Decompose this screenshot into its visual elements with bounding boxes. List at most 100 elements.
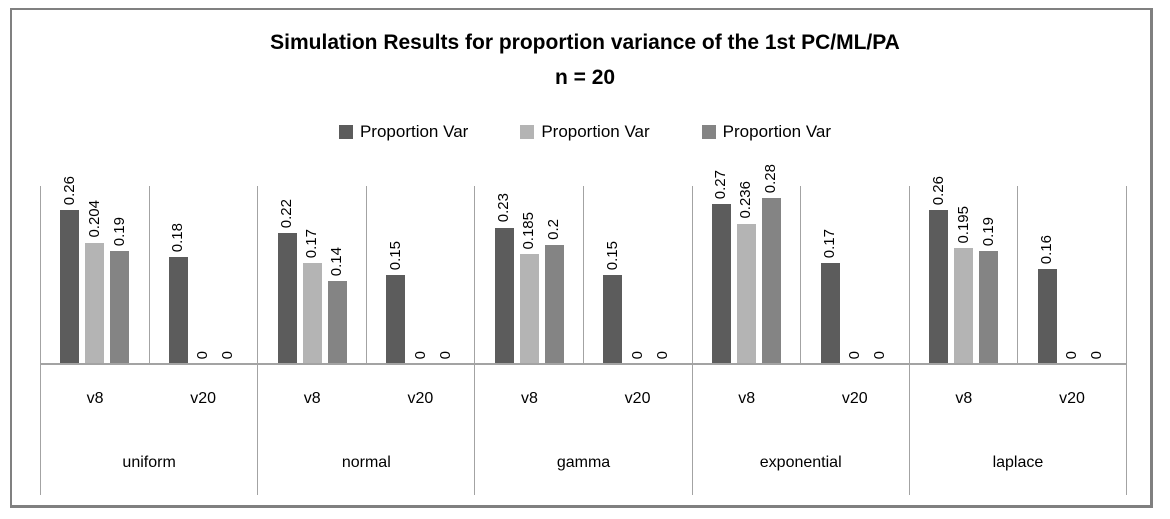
group-label: uniform — [122, 453, 176, 471]
value-label: 0.27 — [712, 169, 730, 199]
legend-label: Proportion Var — [359, 122, 469, 141]
bar-slot: 0.18 — [168, 186, 188, 364]
value-label: 0 — [194, 350, 212, 359]
bar-slot: 0.195 — [954, 186, 974, 364]
value-label: 0 — [1088, 350, 1106, 359]
bar-slot: 0.236 — [736, 181, 756, 364]
bar-slot: 0.17 — [820, 186, 840, 364]
bar — [761, 197, 781, 364]
bar — [302, 263, 322, 364]
subgroup-label: v8 — [303, 390, 321, 407]
value-label: 0.17 — [821, 228, 839, 259]
value-label: 0 — [628, 350, 646, 359]
subgroup-label-row: v8 v20 — [693, 364, 909, 434]
value-label: 0.18 — [169, 223, 187, 253]
legend-item-series2: Proportion Var — [520, 122, 650, 142]
value-label: 0 — [1063, 350, 1081, 359]
bar-slot: 0.185 — [519, 186, 539, 364]
legend-swatch-icon — [520, 125, 535, 139]
category-cell-normal-v8: 0.22 0.17 0.14 — [258, 186, 367, 364]
subgroup-label: v20 — [190, 390, 217, 407]
subgroup-label: v8 — [86, 390, 104, 407]
value-label: 0 — [411, 350, 429, 359]
bar — [168, 257, 188, 364]
plot-area: 0.26 0.204 0.19 0.18 0 0 v8 v20 uniform 0.22 0.17 0… — [40, 164, 1127, 495]
bar — [544, 245, 564, 364]
category-cell-laplace-v20: 0.16 0 0 — [1018, 186, 1126, 364]
bar-slot: 0.26 — [60, 176, 80, 364]
bar-slot: 0.22 — [277, 186, 297, 364]
subgroup-label: v20 — [624, 390, 651, 407]
bars-row: 0.23 0.185 0.2 0.15 0 0 — [475, 186, 691, 364]
subgroup-label: v20 — [407, 390, 434, 407]
legend-swatch-icon — [701, 125, 716, 139]
bar-slot: 0.15 — [603, 186, 623, 364]
category-cell-normal-v20: 0.15 0 0 — [367, 186, 475, 364]
bar-slot: 0 — [411, 186, 430, 364]
chart-title: Simulation Results for proportion varian… — [270, 31, 900, 54]
bar — [979, 251, 999, 364]
bar-slot: 0.27 — [711, 170, 731, 364]
bar-slot: 0.28 — [761, 164, 781, 364]
value-label: 0.22 — [278, 199, 296, 229]
bar-slot: 0 — [1088, 186, 1107, 364]
bar — [1037, 269, 1057, 364]
group-label: normal — [341, 453, 391, 471]
value-label: 0 — [871, 350, 889, 359]
category-cell-uniform-v8: 0.26 0.204 0.19 — [41, 176, 150, 364]
group-uniform: 0.26 0.204 0.19 0.18 0 0 v8 v20 uniform — [41, 176, 259, 495]
legend-item-series1: Proportion Var — [338, 122, 469, 142]
bar-slot: 0.204 — [85, 186, 105, 364]
subgroup-label-row: v8 v20 — [910, 364, 1126, 434]
group-normal: 0.22 0.17 0.14 0.15 0 0 v8 v20 normal — [258, 186, 476, 495]
group-label: exponential — [759, 453, 842, 471]
subgroup-label-row: v8 v20 — [258, 364, 474, 434]
subgroup-label-row: v8 v20 — [475, 364, 691, 434]
category-cell-gamma-v20: 0.15 0 0 — [584, 186, 692, 364]
bars-row: 0.26 0.195 0.19 0.16 0 0 — [910, 176, 1126, 364]
value-label: 0.19 — [979, 217, 997, 247]
subgroup-label: v8 — [521, 390, 538, 407]
value-label: 0.23 — [495, 193, 513, 223]
category-cell-gamma-v8: 0.23 0.185 0.2 — [475, 186, 585, 364]
bar — [603, 275, 623, 364]
bar-slot: 0 — [194, 186, 213, 364]
subgroup-label: v20 — [1059, 390, 1085, 407]
bar-slot: 0.17 — [302, 186, 322, 364]
value-label: 0.28 — [762, 163, 780, 193]
value-label: 0.185 — [520, 211, 538, 250]
bar-slot: 0.14 — [327, 186, 347, 364]
bar — [494, 227, 514, 364]
bar-slot: 0.2 — [544, 186, 564, 364]
value-label: 0.26 — [60, 175, 78, 205]
bar — [85, 242, 105, 364]
value-label: 0.204 — [85, 200, 103, 238]
bar-slot: 0.19 — [110, 186, 130, 364]
bars-row: 0.26 0.204 0.19 0.18 0 0 — [41, 176, 257, 364]
category-cell-exponential-v20: 0.17 0 0 — [801, 186, 909, 364]
bar — [954, 248, 974, 364]
group-label: gamma — [556, 453, 611, 471]
bar — [711, 203, 731, 364]
group-laplace: 0.26 0.195 0.19 0.16 0 0 v8 v20 laplace — [910, 176, 1126, 495]
value-label: 0.2 — [545, 219, 563, 241]
value-label: 0.26 — [929, 175, 947, 205]
value-label: 0 — [653, 350, 671, 359]
legend-item-series3: Proportion Var — [701, 122, 831, 142]
value-label: 0 — [219, 350, 237, 359]
value-label: 0.14 — [328, 246, 346, 276]
bar-slot: 0.19 — [979, 186, 999, 364]
bar-slot: 0 — [436, 186, 455, 364]
bar — [820, 263, 840, 364]
bar-slot: 0 — [628, 186, 647, 364]
bar-slot: 0.15 — [386, 186, 406, 364]
legend: Proportion Var Proportion Var Proportion… — [0, 122, 1170, 142]
bar-slot: 0.26 — [929, 176, 949, 364]
subgroup-label: v8 — [738, 390, 756, 407]
bar — [277, 233, 297, 364]
value-label: 0.15 — [603, 240, 621, 270]
bars-row: 0.27 0.236 0.28 0.17 0 0 — [693, 164, 909, 364]
subgroup-label: v8 — [955, 390, 973, 407]
bar-slot: 0.23 — [494, 186, 514, 364]
